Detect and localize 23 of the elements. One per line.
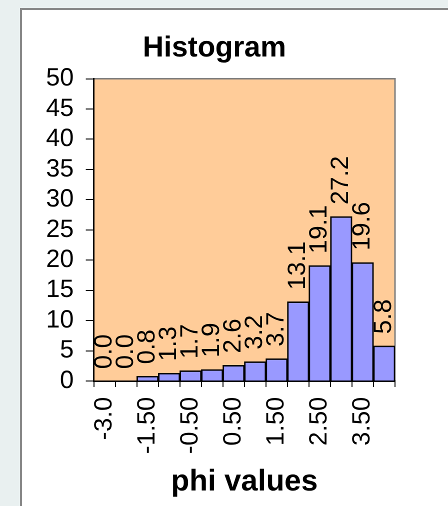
data-label: 19.1 bbox=[304, 204, 333, 254]
x-axis-title: phi values bbox=[171, 464, 318, 498]
y-tick-label: 15 bbox=[46, 275, 74, 304]
y-tick-label: 0 bbox=[60, 366, 74, 394]
y-tick-label: 20 bbox=[46, 245, 74, 274]
y-tick-label: 25 bbox=[46, 214, 74, 243]
x-tick-label: 0.50 bbox=[218, 397, 247, 446]
y-tick-label: 10 bbox=[46, 305, 74, 334]
x-tick-label: 3.50 bbox=[348, 397, 376, 446]
x-tick-label: -1.50 bbox=[132, 397, 160, 454]
x-tick-label: -3.0 bbox=[89, 397, 118, 440]
y-tick-label: 30 bbox=[46, 184, 74, 213]
y-tick-label: 40 bbox=[46, 124, 74, 152]
x-tick-label: 2.50 bbox=[304, 397, 333, 446]
x-tick-label: 1.50 bbox=[262, 397, 290, 446]
data-label: 5.8 bbox=[369, 299, 398, 334]
x-tick-label: -0.50 bbox=[176, 397, 204, 454]
y-tick-label: 50 bbox=[46, 64, 74, 92]
y-tick-label: 45 bbox=[46, 94, 74, 122]
data-label: 3.7 bbox=[262, 312, 290, 347]
chart-title: Histogram bbox=[142, 31, 286, 64]
y-tick-label: 35 bbox=[46, 154, 74, 182]
y-tick-label: 5 bbox=[60, 336, 74, 364]
